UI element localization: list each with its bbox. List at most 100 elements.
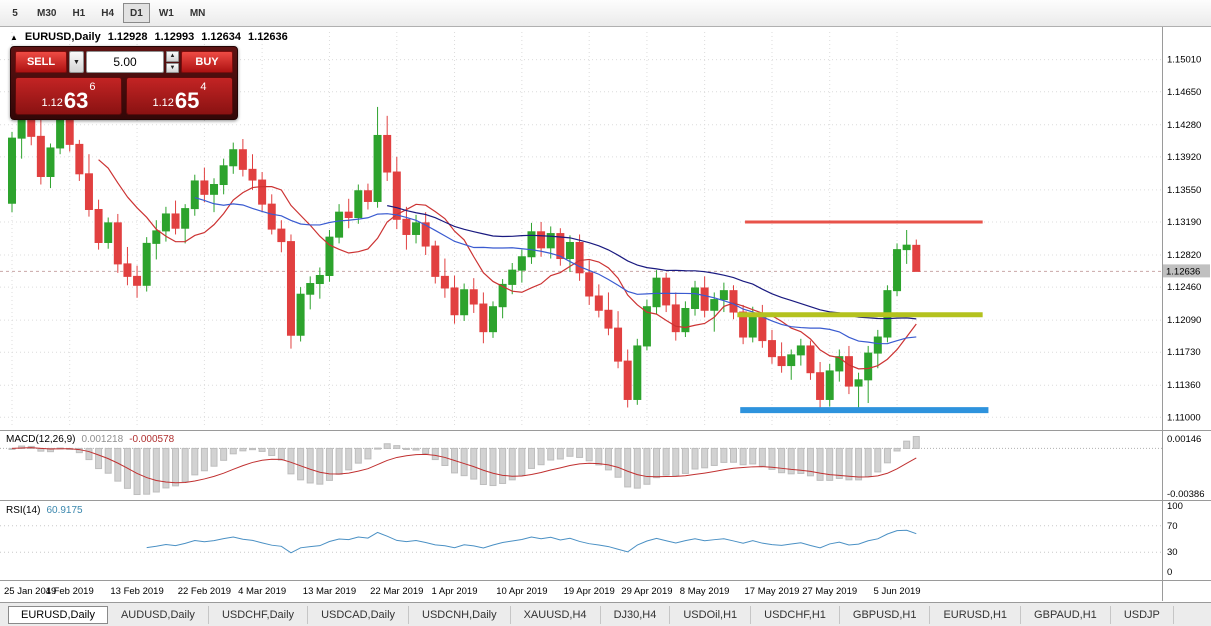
- macd-indicator-label: MACD(12,26,9) 0.001218 -0.000578: [6, 434, 174, 445]
- current-price-tag: [1163, 264, 1210, 278]
- moving-averages-layer: [98, 159, 917, 370]
- timeframe-button-w1[interactable]: W1: [152, 3, 181, 23]
- buy-price-pips: 65: [174, 88, 200, 114]
- svg-text:1.13920: 1.13920: [1167, 152, 1201, 163]
- svg-text:29 Apr 2019: 29 Apr 2019: [621, 586, 672, 597]
- svg-text:0: 0: [1167, 567, 1172, 578]
- chart-tab-usdjp[interactable]: USDJP: [1111, 606, 1174, 624]
- svg-text:1.12090: 1.12090: [1167, 315, 1201, 326]
- ohlc-high: 1.12993: [154, 31, 195, 43]
- price-axis: 1.15010 1.14650 1.14280 1.13920 1.13550 1.131…: [1163, 55, 1210, 578]
- rsi-indicator-label: RSI(14) 60.9175: [6, 505, 83, 516]
- svg-text:1.12820: 1.12820: [1167, 250, 1201, 261]
- chart-tab-gbpusd-h1[interactable]: GBPUSD,H1: [840, 606, 931, 624]
- chart-tab-usdcad-daily[interactable]: USDCAD,Daily: [308, 606, 410, 624]
- chevron-down-icon: ▼: [73, 58, 80, 66]
- svg-text:22 Feb 2019: 22 Feb 2019: [178, 586, 231, 597]
- svg-text:-0.00386: -0.00386: [1167, 489, 1205, 500]
- svg-text:22 Mar 2019: 22 Mar 2019: [370, 586, 423, 597]
- trendlines-layer: [737, 220, 989, 414]
- timeframe-button-5[interactable]: 5: [2, 3, 28, 23]
- sell-price-point: 6: [89, 81, 96, 93]
- svg-text:70: 70: [1167, 521, 1178, 532]
- chart-tab-eurusd-daily[interactable]: EURUSD,Daily: [8, 606, 108, 624]
- ohlc-close: 1.12636: [248, 31, 288, 43]
- svg-text:13 Mar 2019: 13 Mar 2019: [303, 586, 356, 597]
- macd-layer: [0, 435, 1162, 496]
- svg-text:1.11360: 1.11360: [1167, 380, 1201, 391]
- macd-main-value: 0.001218: [81, 434, 124, 445]
- chart-tab-usdchf-daily[interactable]: USDCHF,Daily: [209, 606, 309, 624]
- candles-layer: [8, 105, 921, 412]
- chart-tab-usdoil-h1[interactable]: USDOil,H1: [670, 606, 752, 624]
- chart-tabs-bar: EURUSD,Daily AUDUSD,Daily USDCHF,Daily USDC…: [0, 602, 1211, 626]
- svg-text:25 Jan 2019: 25 Jan 2019: [4, 586, 56, 597]
- svg-text:1 Apr 2019: 1 Apr 2019: [432, 586, 478, 597]
- volume-stepper: ▲ ▼: [166, 51, 179, 73]
- rsi-value: 60.9175: [46, 505, 83, 516]
- one-click-trading-toggle-icon[interactable]: ▲: [10, 32, 18, 42]
- buy-button[interactable]: BUY: [181, 51, 233, 73]
- chart-tab-usdcnh-daily[interactable]: USDCNH,Daily: [409, 606, 511, 624]
- moving-average-40: [387, 205, 917, 320]
- svg-text:1.13550: 1.13550: [1167, 185, 1201, 196]
- svg-text:1.14280: 1.14280: [1167, 120, 1201, 131]
- chart-tab-xauusd-h4[interactable]: XAUUSD,H4: [511, 606, 601, 624]
- chart-tab-gbpaud-h1[interactable]: GBPAUD,H1: [1021, 606, 1111, 624]
- symbol-label: EURUSD,Daily: [24, 31, 101, 43]
- sell-price-base: 1.12: [41, 97, 63, 109]
- svg-text:5 Jun 2019: 5 Jun 2019: [874, 586, 921, 597]
- sell-price-display[interactable]: 1.12 63 6: [15, 77, 122, 115]
- rsi-name: RSI(14): [6, 505, 41, 516]
- svg-text:1.13190: 1.13190: [1167, 217, 1201, 228]
- buy-price-base: 1.12: [152, 97, 174, 109]
- volume-decrease-button[interactable]: ▼: [166, 62, 179, 73]
- sell-price-pips: 63: [63, 88, 89, 114]
- svg-text:13 Feb 2019: 13 Feb 2019: [110, 586, 163, 597]
- timeframe-button-h4[interactable]: H4: [94, 3, 121, 23]
- buy-price-point: 4: [200, 81, 207, 93]
- macd-name: MACD(12,26,9): [6, 434, 76, 445]
- macd-signal-value: -0.000578: [129, 434, 175, 445]
- svg-text:17 May 2019: 17 May 2019: [745, 586, 800, 597]
- svg-text:1.14650: 1.14650: [1167, 87, 1201, 98]
- symbol-ohlc-header: ▲ EURUSD,Daily 1.12928 1.12993 1.12634 1…: [10, 31, 288, 43]
- timeframe-button-h1[interactable]: H1: [65, 3, 92, 23]
- ohlc-open: 1.12928: [107, 31, 148, 43]
- timeframe-button-m30[interactable]: M30: [30, 3, 63, 23]
- moving-average-10: [98, 159, 917, 370]
- moving-average-20: [194, 197, 917, 345]
- chart-tab-dj30-h4[interactable]: DJ30,H4: [601, 606, 671, 624]
- svg-text:19 Apr 2019: 19 Apr 2019: [564, 586, 615, 597]
- sell-button[interactable]: SELL: [15, 51, 67, 73]
- timeframe-button-d1[interactable]: D1: [123, 3, 150, 23]
- chart-tab-eurusd-h1[interactable]: EURUSD,H1: [930, 606, 1022, 624]
- frame-layer: [0, 26, 1211, 601]
- svg-text:8 May 2019: 8 May 2019: [680, 586, 730, 597]
- svg-text:27 May 2019: 27 May 2019: [802, 586, 857, 597]
- svg-text:100: 100: [1167, 501, 1183, 512]
- chart-tab-usdchf-h1[interactable]: USDCHF,H1: [751, 606, 840, 624]
- svg-text:0.00146: 0.00146: [1167, 434, 1201, 445]
- svg-text:1.11730: 1.11730: [1167, 347, 1201, 358]
- svg-text:30: 30: [1167, 547, 1178, 558]
- timeframe-toolbar: 5 M30 H1 H4 D1 W1 MN: [0, 0, 1211, 27]
- svg-text:1.12636: 1.12636: [1166, 266, 1200, 277]
- volume-input[interactable]: [86, 51, 164, 73]
- volume-dropdown-button[interactable]: ▼: [69, 51, 84, 73]
- volume-increase-button[interactable]: ▲: [166, 51, 179, 62]
- svg-text:10 Apr 2019: 10 Apr 2019: [496, 586, 547, 597]
- svg-text:4 Feb 2019: 4 Feb 2019: [46, 586, 94, 597]
- svg-text:1.15010: 1.15010: [1167, 55, 1201, 66]
- timeframe-button-mn[interactable]: MN: [183, 3, 213, 23]
- rsi-layer: [0, 525, 1162, 554]
- chart-tab-audusd-daily[interactable]: AUDUSD,Daily: [108, 606, 209, 624]
- ohlc-low: 1.12634: [201, 31, 242, 43]
- buy-price-display[interactable]: 1.12 65 4: [126, 77, 233, 115]
- svg-text:4 Mar 2019: 4 Mar 2019: [238, 586, 286, 597]
- svg-text:1.11000: 1.11000: [1167, 412, 1201, 423]
